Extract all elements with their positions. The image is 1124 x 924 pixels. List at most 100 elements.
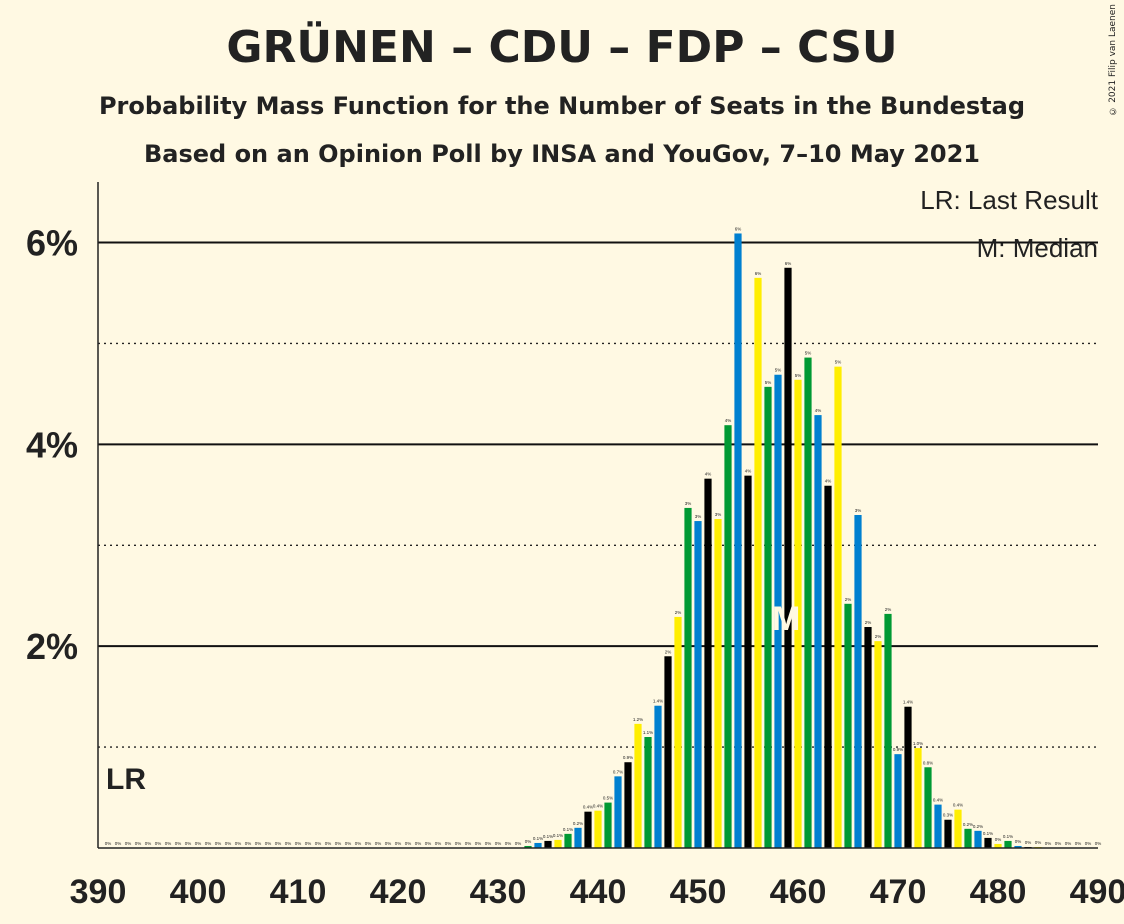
bar-seat-476 xyxy=(954,809,962,848)
bar-seat-448 xyxy=(674,616,682,848)
bar-seat-439 xyxy=(584,811,592,848)
x-tick-label: 460 xyxy=(770,873,827,911)
median-marker: M xyxy=(772,600,800,638)
bar-value-label-453: 4% xyxy=(725,418,732,423)
y-tick-label: 6% xyxy=(26,223,78,264)
x-tick-label: 470 xyxy=(870,873,927,911)
bar-value-label-475: 0.3% xyxy=(943,813,953,818)
x-tick-label: 490 xyxy=(1070,873,1124,911)
bar-seat-441 xyxy=(604,802,612,848)
bar-value-label-424: 0% xyxy=(435,841,442,846)
bar-value-label-489: 0% xyxy=(1085,841,1092,846)
bar-value-label-478: 0.2% xyxy=(973,824,983,829)
bar-seat-458 xyxy=(774,374,782,848)
bar-value-label-470: 0.9% xyxy=(893,747,903,752)
bar-seat-480 xyxy=(994,843,1002,848)
bar-value-label-396: 0% xyxy=(155,841,162,846)
bar-value-label-450: 3% xyxy=(695,514,702,519)
bar-value-label-449: 3% xyxy=(685,501,692,506)
bar-value-label-479: 0.1% xyxy=(983,831,993,836)
bar-value-label-452: 3% xyxy=(715,512,722,517)
bar-value-label-425: 0% xyxy=(445,841,452,846)
bar-value-label-490: 0% xyxy=(1095,841,1102,846)
x-tick-label: 390 xyxy=(70,873,127,911)
bar-seat-444 xyxy=(634,723,642,848)
bar-value-label-432: 0% xyxy=(515,841,522,846)
bar-value-label-447: 2% xyxy=(665,649,672,654)
bar-value-label-483: 0% xyxy=(1025,840,1032,845)
bar-seat-447 xyxy=(664,656,672,848)
bar-seat-453 xyxy=(724,425,732,848)
x-tick-label: 480 xyxy=(970,873,1027,911)
bar-value-label-445: 1.1% xyxy=(643,730,653,735)
y-tick-label: 4% xyxy=(26,424,78,465)
bar-value-label-395: 0% xyxy=(145,841,152,846)
bar-value-label-442: 0.7% xyxy=(613,769,623,774)
bar-seat-467 xyxy=(864,627,872,848)
x-tick-label: 410 xyxy=(270,873,327,911)
bar-seat-479 xyxy=(984,837,992,848)
bar-value-label-486: 0% xyxy=(1055,841,1062,846)
bar-value-label-477: 0.2% xyxy=(963,822,973,827)
bar-value-label-397: 0% xyxy=(165,841,172,846)
bar-value-label-392: 0% xyxy=(115,841,122,846)
bar-seat-473 xyxy=(924,767,932,848)
chart-title: GRÜNEN – CDU – FDP – CSU xyxy=(226,22,898,73)
bar-value-label-487: 0% xyxy=(1065,841,1072,846)
bar-value-label-426: 0% xyxy=(455,841,462,846)
bar-value-label-401: 0% xyxy=(205,841,212,846)
bar-value-label-484: 0% xyxy=(1035,840,1042,845)
bar-value-label-466: 3% xyxy=(855,508,862,513)
bar-value-label-476: 0.4% xyxy=(953,803,963,808)
bar-value-label-459: 6% xyxy=(785,261,792,266)
x-tick-label: 430 xyxy=(470,873,527,911)
x-tick-label: 400 xyxy=(170,873,227,911)
bar-value-label-454: 6% xyxy=(735,226,742,231)
bar-seat-442 xyxy=(614,776,622,848)
bar-value-label-411: 0% xyxy=(305,841,312,846)
bar-value-label-410: 0% xyxy=(295,841,302,846)
bar-seat-463 xyxy=(824,485,832,848)
legend-median: M: Median xyxy=(977,233,1098,263)
bar-value-label-408: 0% xyxy=(275,841,282,846)
bar-value-label-394: 0% xyxy=(135,841,142,846)
x-tick-label: 450 xyxy=(670,873,727,911)
bar-seat-464 xyxy=(834,366,842,848)
bar-seat-477 xyxy=(964,828,972,848)
bar-value-label-430: 0% xyxy=(495,841,502,846)
bar-value-label-446: 1.4% xyxy=(653,699,663,704)
bar-value-label-468: 2% xyxy=(875,634,882,639)
bar-value-label-461: 5% xyxy=(805,351,812,356)
bar-value-label-428: 0% xyxy=(475,841,482,846)
bar-value-labels: 0% 0% 0% 0% 0% 0% 0% 0% 0% 0% 0% 0% 0% 0% 0% 0% 0% 0% 0% 0%… xyxy=(105,226,1102,846)
bar-seat-450 xyxy=(694,521,702,848)
bar-seat-440 xyxy=(594,810,602,848)
bar-value-label-429: 0% xyxy=(485,841,492,846)
bar-value-label-412: 0% xyxy=(315,841,322,846)
bar-seat-470 xyxy=(894,754,902,848)
bar-value-label-472: 1.0% xyxy=(913,741,923,746)
bar-seat-454 xyxy=(734,233,742,849)
axes: 2% 4% 6% 390 400 410 420 430 440 450 460 470 480 490 xyxy=(26,182,1124,911)
bar-seat-468 xyxy=(874,641,882,848)
bar-value-label-399: 0% xyxy=(185,841,192,846)
bar-seat-461 xyxy=(804,357,812,848)
bar-seat-481 xyxy=(1004,840,1012,848)
bar-value-label-469: 2% xyxy=(885,607,892,612)
bar-value-label-443: 0.9% xyxy=(623,755,633,760)
bar-seat-446 xyxy=(654,705,662,848)
bar-value-label-439: 0.4% xyxy=(583,805,593,810)
bar-value-label-413: 0% xyxy=(325,841,332,846)
bar-value-label-405: 0% xyxy=(245,841,252,846)
bar-seat-469 xyxy=(884,613,892,848)
legend-last-result: LR: Last Result xyxy=(920,185,1099,215)
bar-value-label-404: 0% xyxy=(235,841,242,846)
bar-seat-449 xyxy=(684,507,692,848)
bar-value-label-440: 0.4% xyxy=(593,804,603,809)
bar-seat-437 xyxy=(564,833,572,848)
bar-value-label-406: 0% xyxy=(255,841,262,846)
bar-value-label-427: 0% xyxy=(465,841,472,846)
bar-value-label-400: 0% xyxy=(195,841,202,846)
bar-value-label-409: 0% xyxy=(285,841,292,846)
